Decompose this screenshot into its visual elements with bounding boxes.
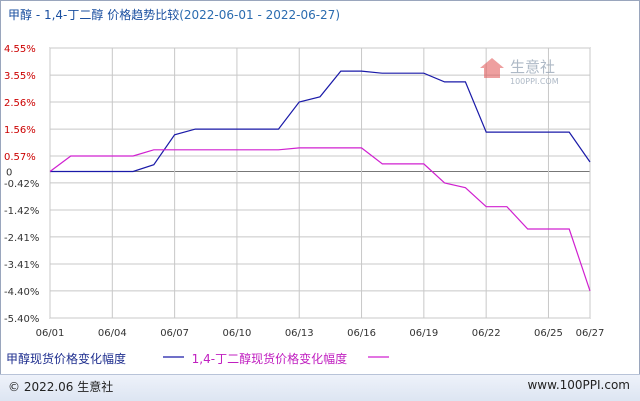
chart-legend: 甲醇现货价格变化幅度 1,4-丁二醇现货价格变化幅度	[6, 350, 347, 367]
y-tick-label: -3.41%	[4, 260, 39, 271]
y-tick-label: 3.55%	[4, 71, 36, 82]
footer-site-link[interactable]: www.100PPI.com	[527, 378, 630, 392]
y-tick-label: 2.56%	[4, 98, 36, 109]
x-tick-label: 06/01	[36, 328, 65, 339]
legend-item-series2: 1,4-丁二醇现货价格变化幅度	[191, 352, 348, 366]
y-tick-label: -1.42%	[4, 206, 39, 217]
series-layer	[49, 70, 591, 292]
series-line-1	[50, 70, 591, 173]
y-tick-label: 0	[6, 167, 12, 178]
x-tick-label: 06/04	[98, 328, 127, 339]
y-tick-label: 4.55%	[4, 44, 36, 55]
x-tick-label: 06/10	[223, 328, 252, 339]
series-line-2	[49, 147, 591, 292]
chart-title: 甲醇 - 1,4-丁二醇 价格趋势比较(2022-06-01 - 2022-06…	[8, 6, 340, 23]
y-tick-label: -4.40%	[4, 287, 39, 298]
x-tick-label: 06/27	[576, 328, 605, 339]
x-tick-label: 06/16	[347, 328, 376, 339]
chart-title-main: 甲醇 - 1,4-丁二醇 价格趋势比较	[8, 8, 180, 22]
x-tick-label: 06/25	[534, 328, 563, 339]
watermark-text: 生意社	[510, 58, 555, 76]
watermark-logo-icon	[480, 58, 504, 78]
footer-bar	[0, 374, 640, 401]
y-tick-label: -5.40%	[4, 314, 39, 325]
y-axis-ticks: 4.55% 3.55% 2.56% 1.56% 0.57% 0-0.42% -1.42% -2…	[4, 44, 39, 325]
chart-title-range: (2022-06-01 - 2022-06-27)	[179, 8, 341, 22]
y-tick-label: 0.57%	[4, 152, 36, 163]
footer-copyright: © 2022.06 生意社	[8, 380, 114, 394]
y-tick-label: -2.41%	[4, 233, 39, 244]
x-tick-label: 06/07	[160, 328, 189, 339]
grid-layer	[49, 47, 591, 319]
y-tick-label: -0.42%	[4, 179, 39, 190]
y-tick-label: 1.56%	[4, 125, 36, 136]
x-tick-label: 06/13	[285, 328, 314, 339]
x-axis-ticks: 06/01 06/04 06/07 06/10 06/13 06/16 06/19 06/22…	[36, 328, 605, 339]
x-tick-label: 06/19	[409, 328, 438, 339]
legend-item-series1: 甲醇现货价格变化幅度	[6, 352, 127, 366]
watermark-subtext: 100PPI.COM	[510, 77, 559, 86]
x-tick-label: 06/22	[472, 328, 501, 339]
